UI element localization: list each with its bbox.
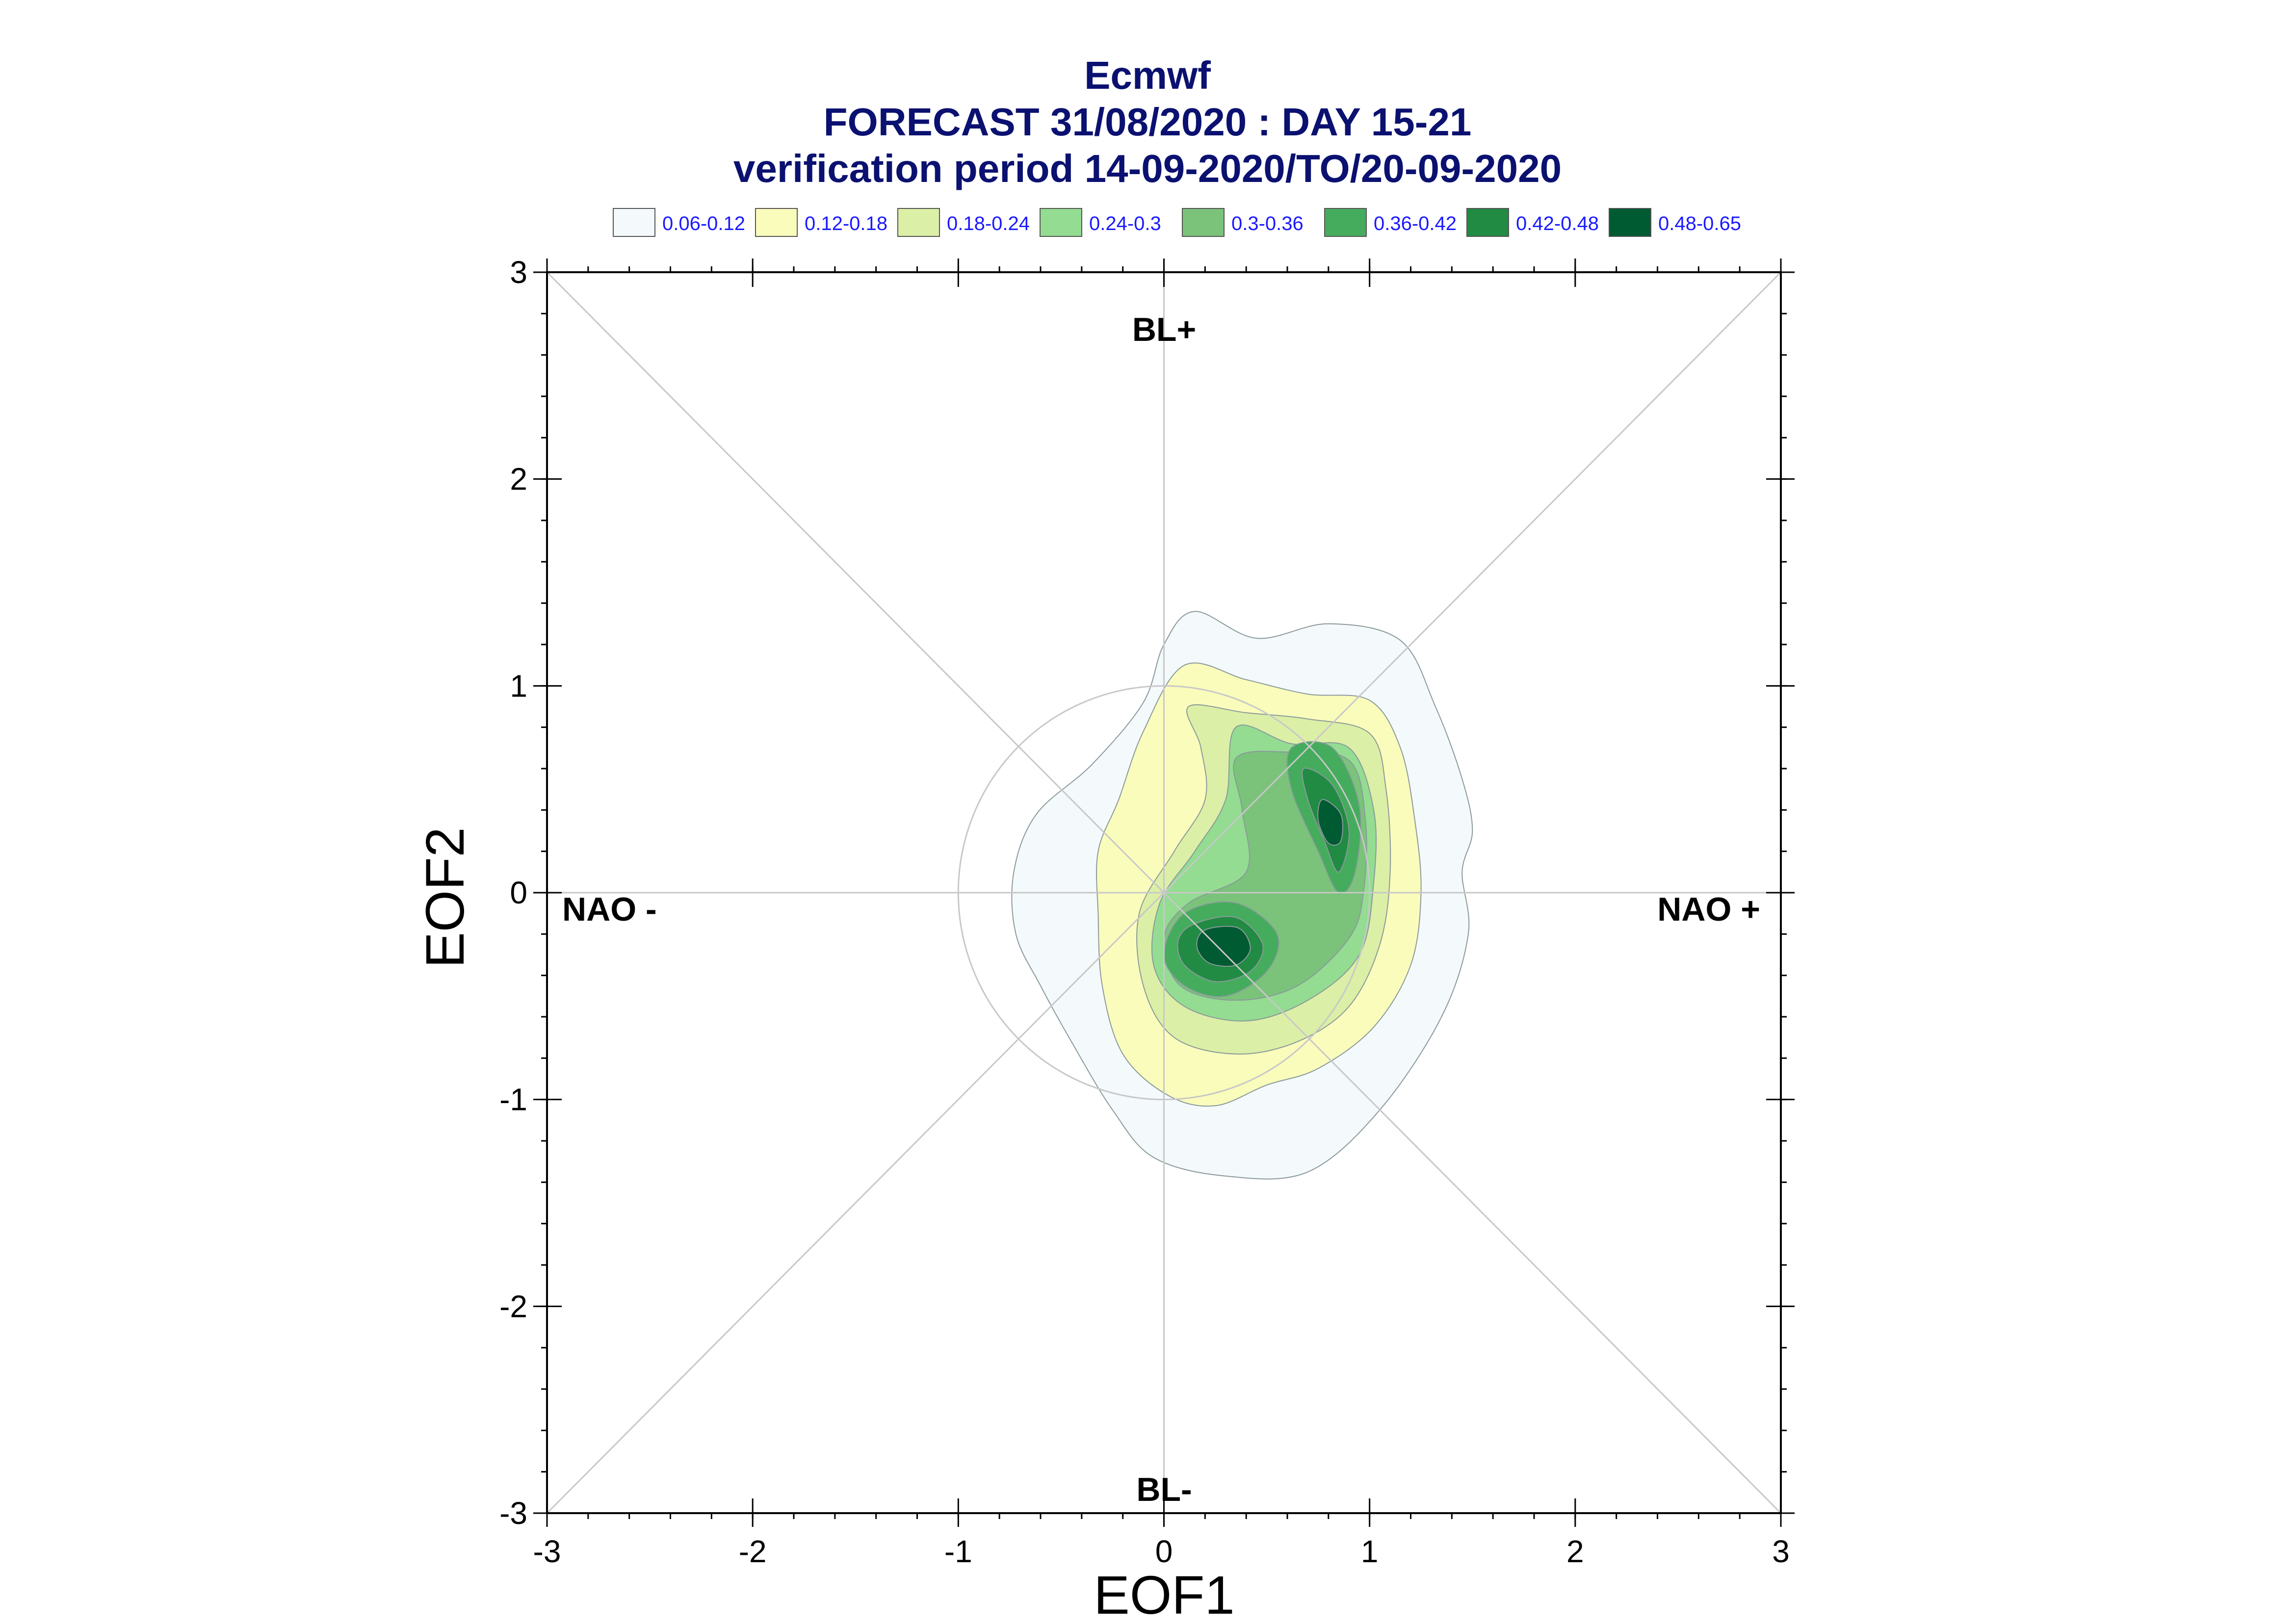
contour-band: [1317, 799, 1343, 846]
region-label-bl-plus: BL+: [1132, 311, 1196, 348]
chart-subtitle-forecast: FORECAST 31/08/2020 : DAY 15-21: [823, 100, 1472, 144]
legend-label: 0.42-0.48: [1516, 213, 1599, 234]
y-tick-label: 2: [510, 462, 527, 497]
legend-swatch: [1609, 208, 1651, 237]
legend-label: 0.24-0.3: [1089, 213, 1161, 234]
x-tick-label: 2: [1566, 1534, 1584, 1569]
chart-title: Ecmwf: [1084, 53, 1211, 97]
y-tick-label: 0: [510, 875, 527, 910]
guide-lines: [546, 271, 1782, 1514]
chart-subtitle-verification: verification period 14-09-2020/TO/20-09-…: [733, 147, 1562, 190]
legend-swatch: [897, 208, 940, 237]
legend-swatch: [1324, 208, 1367, 237]
y-axis-title: EOF2: [415, 827, 475, 968]
legend-label: 0.06-0.12: [662, 213, 745, 234]
x-tick-label: 0: [1155, 1534, 1173, 1569]
x-tick-label: 3: [1772, 1534, 1790, 1569]
x-tick-label: -1: [944, 1534, 972, 1569]
axis-ticks: -3 -2 -1 0 1 2 3 3 2 1 0 -1 -2 -3: [499, 255, 1795, 1569]
legend-swatch: [1466, 208, 1509, 237]
contour-band: [1196, 926, 1251, 967]
x-axis-title: EOF1: [1094, 1565, 1234, 1624]
region-labels: BL+ BL- NAO - NAO +: [562, 311, 1760, 1508]
x-tick-label: -2: [739, 1534, 767, 1569]
y-tick-label: -3: [499, 1495, 527, 1531]
legend-label: 0.18-0.24: [947, 213, 1030, 234]
legend-swatch: [613, 208, 655, 237]
legend-swatch: [755, 208, 798, 237]
legend-label: 0.12-0.18: [805, 213, 887, 234]
axis-labels: EOF1 EOF2: [415, 827, 1235, 1624]
x-tick-label: -3: [533, 1534, 561, 1569]
legend-swatch: [1040, 208, 1082, 237]
legend-label: 0.3-0.36: [1231, 213, 1304, 234]
y-tick-label: -1: [499, 1082, 527, 1117]
legend: 0.06-0.12 0.12-0.18 0.18-0.24 0.24-0.3 0.3-0…: [613, 208, 1741, 237]
region-label-bl-minus: BL-: [1136, 1471, 1192, 1508]
density-contours: [1011, 611, 1473, 1180]
legend-label: 0.48-0.65: [1658, 213, 1741, 234]
legend-swatch: [1182, 208, 1225, 237]
region-label-nao-plus: NAO +: [1657, 891, 1760, 928]
y-tick-label: -2: [499, 1289, 527, 1324]
y-tick-label: 1: [510, 668, 527, 703]
legend-label: 0.36-0.42: [1374, 213, 1457, 234]
diagonal-line: [546, 271, 1782, 1514]
x-tick-label: 1: [1361, 1534, 1379, 1569]
region-label-nao-minus: NAO -: [562, 891, 657, 928]
unit-circle: [957, 685, 1371, 1101]
y-tick-label: 3: [510, 255, 527, 290]
